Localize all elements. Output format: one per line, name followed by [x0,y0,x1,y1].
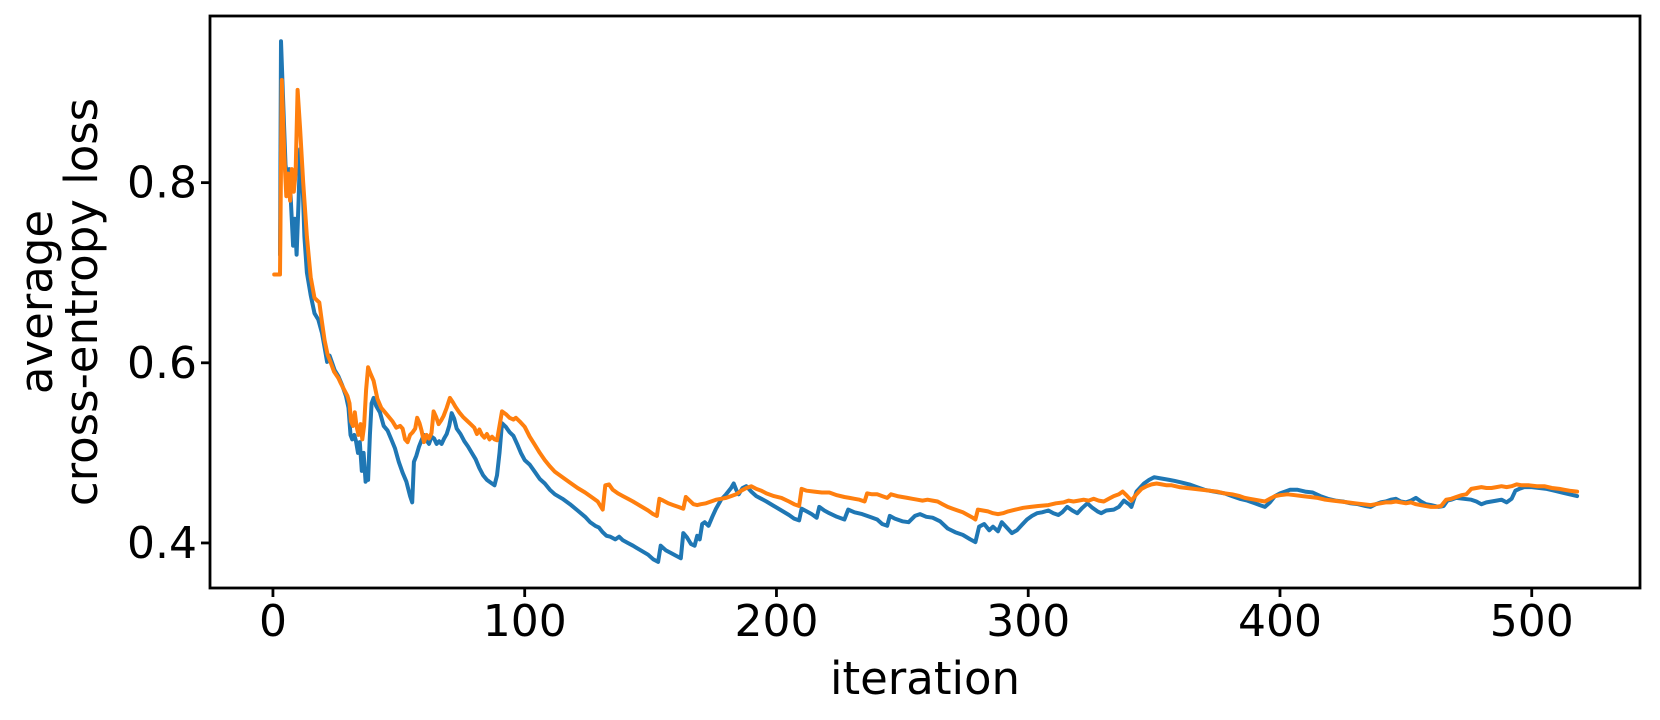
x-tick-label-200: 200 [734,596,818,647]
series-line-orange [272,78,1580,522]
y-tick-label-0.6: 0.6 [127,338,197,389]
series-layer [272,39,1580,564]
x-axis-label: iteration [830,652,1020,705]
x-tick-label-0: 0 [259,596,287,647]
y-tick-label-0.8: 0.8 [127,158,197,209]
y-tick-label-0.4: 0.4 [127,518,197,569]
y-axis-label-line2: cross-entropy loss [55,98,108,506]
x-tick-label-300: 300 [986,596,1070,647]
series-line-blue [278,39,1580,564]
axes-frame [208,14,1642,590]
x-tick-label-400: 400 [1238,596,1322,647]
x-tick-label-100: 100 [483,596,567,647]
axes-layer: 0 100 200 300 400 500 0.4 0.6 0.8 [127,14,1642,647]
x-tick-label-500: 500 [1490,596,1574,647]
y-axis-label-line1: average [10,210,63,394]
